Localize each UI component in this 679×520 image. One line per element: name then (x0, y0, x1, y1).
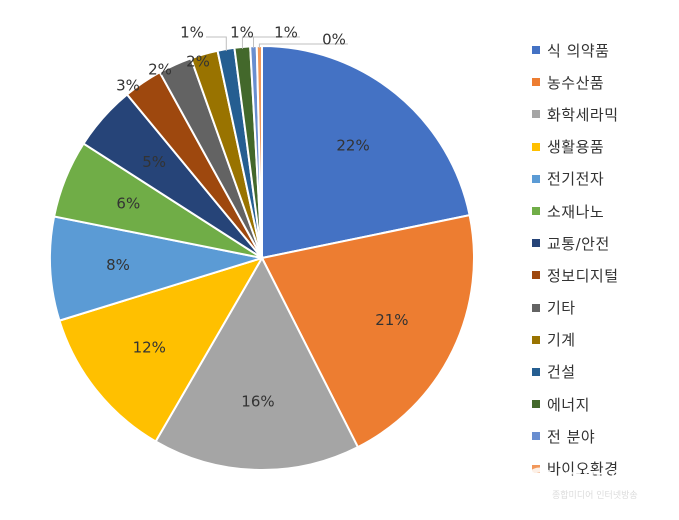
watermark-rings-icon (505, 467, 557, 501)
watermark-brand: CNB 저널 (562, 469, 639, 489)
leader-line (241, 36, 256, 49)
data-label: 1% (180, 24, 204, 42)
legend-swatch (532, 303, 540, 312)
pie-slice (261, 44, 471, 260)
data-label: 8% (106, 256, 130, 274)
legend-label: 전기전자 (547, 170, 605, 189)
legend-label: 건설 (547, 363, 576, 382)
leader-line (253, 36, 300, 49)
legend-label: 기계 (547, 331, 576, 350)
legend-label: 생활용품 (547, 138, 605, 157)
legend-label: 농수산품 (547, 73, 605, 92)
legend-item: 생활용품 (532, 131, 672, 163)
legend-swatch (532, 271, 540, 280)
legend-item: 전기전자 (532, 163, 672, 195)
legend-item: 소재나노 (532, 195, 672, 227)
legend-item: 전 분야 (532, 420, 672, 452)
legend-swatch (532, 207, 540, 216)
legend-swatch (532, 46, 540, 55)
legend-swatch (532, 142, 540, 151)
legend-item: 농수산품 (532, 66, 672, 98)
watermark-logo: CNB 저널 종합미디어 인터넷방송 (500, 458, 670, 508)
legend-label: 에너지 (547, 395, 590, 414)
data-label: 0% (322, 31, 346, 49)
data-label: 1% (274, 24, 298, 42)
legend-item: 정보디지털 (532, 259, 672, 291)
pie-slices (49, 44, 475, 471)
legend-label: 정보디지털 (547, 266, 619, 285)
legend-label: 식 의약품 (547, 41, 610, 60)
data-label: 2% (148, 61, 172, 79)
legend-label: 바이오환경 (547, 460, 619, 479)
pie-slice (260, 213, 475, 449)
legend-label: 소재나노 (547, 202, 605, 221)
leader-lines (206, 36, 348, 52)
legend-label: 기타 (547, 299, 576, 318)
legend-item: 기타 (532, 292, 672, 324)
legend-swatch (532, 335, 540, 344)
legend-item: 교통/안전 (532, 227, 672, 259)
legend-item: 기계 (532, 324, 672, 356)
leader-line (206, 36, 227, 52)
legend-swatch (532, 432, 540, 441)
legend-swatch (532, 367, 540, 376)
pie-slice (49, 215, 263, 322)
watermark-subtitle: 종합미디어 인터넷방송 (552, 491, 638, 501)
legend-label: 전 분야 (547, 427, 596, 446)
legend-label: 화학세라믹 (547, 105, 619, 124)
data-label: 5% (142, 153, 166, 171)
legend-item: 건설 (532, 356, 672, 388)
legend-label: 교통/안전 (547, 234, 610, 253)
data-label: 12% (133, 338, 166, 356)
legend-item: 식 의약품 (532, 34, 672, 66)
data-label: 21% (375, 311, 408, 329)
legend-item: 화학세라믹 (532, 98, 672, 130)
legend-swatch (532, 400, 540, 409)
data-label: 1% (230, 24, 254, 42)
legend-swatch (532, 78, 540, 87)
legend-item: 에너지 (532, 388, 672, 420)
data-label: 22% (336, 137, 369, 155)
data-label: 16% (241, 393, 274, 411)
data-label: 2% (186, 53, 210, 71)
pie-slice (154, 255, 360, 471)
data-label: 3% (116, 77, 140, 95)
data-label: 6% (116, 195, 140, 213)
pie-chart: 22% 21% 16% 12% 8% 6% 5% 3% 2% 2% 1% 1% 1% 0% (49, 24, 475, 471)
pie-slice (58, 256, 265, 443)
legend-swatch (532, 239, 540, 248)
leader-line (258, 43, 348, 49)
data-labels: 22% 21% 16% 12% 8% 6% 5% 3% 2% 2% 1% 1% 1% 0% (106, 24, 408, 411)
legend-swatch (532, 174, 540, 183)
legend-swatch (532, 110, 540, 119)
